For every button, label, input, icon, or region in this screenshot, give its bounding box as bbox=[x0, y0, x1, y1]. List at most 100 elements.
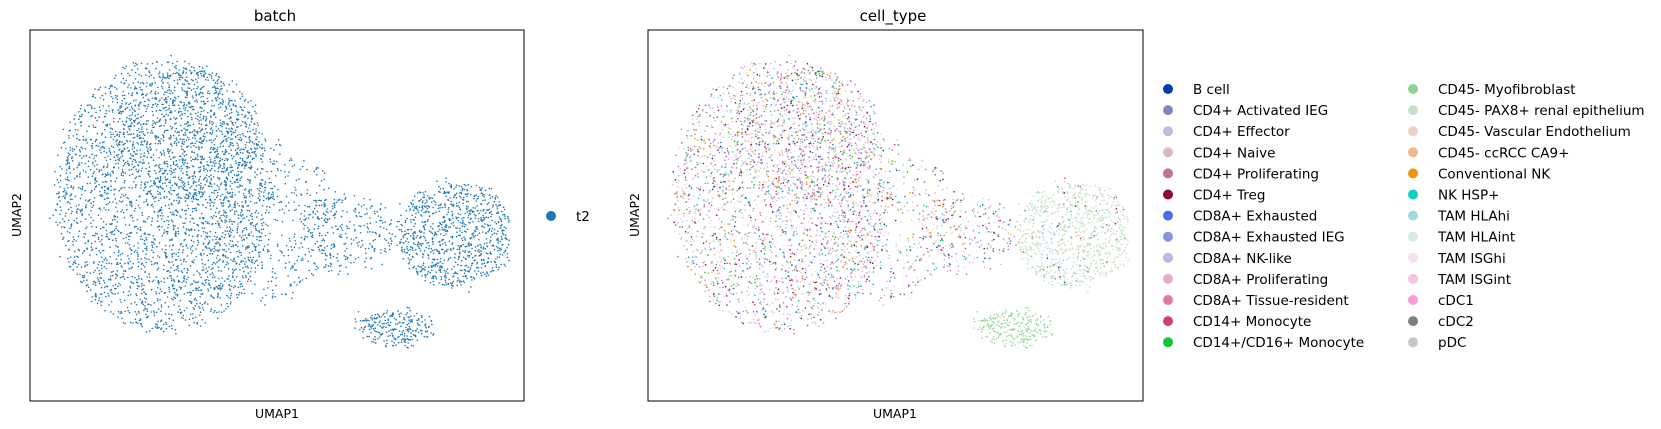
scatter-point bbox=[78, 163, 81, 166]
scatter-point bbox=[293, 192, 296, 194]
scatter-point bbox=[173, 227, 175, 229]
scatter-point bbox=[127, 92, 130, 95]
scatter-point bbox=[189, 214, 192, 217]
scatter-point bbox=[427, 254, 430, 257]
scatter-point bbox=[170, 128, 173, 130]
scatter-point bbox=[218, 238, 220, 241]
scatter-point bbox=[186, 167, 189, 169]
scatter-point bbox=[174, 140, 176, 143]
scatter-point bbox=[146, 142, 148, 144]
scatter-point bbox=[229, 195, 232, 198]
scatter-point bbox=[185, 193, 188, 196]
scatter-point bbox=[332, 214, 335, 217]
scatter-point bbox=[492, 244, 494, 247]
scatter-point bbox=[96, 119, 98, 122]
scatter-point bbox=[417, 245, 420, 248]
scatter-point bbox=[114, 159, 117, 162]
scatter-point bbox=[202, 135, 205, 137]
scatter-point bbox=[137, 164, 140, 167]
scatter-point bbox=[150, 130, 153, 132]
scatter-point bbox=[143, 291, 145, 293]
scatter-point bbox=[139, 195, 141, 197]
scatter-point bbox=[209, 169, 211, 172]
scatter-point bbox=[112, 109, 114, 111]
scatter-point bbox=[191, 245, 194, 247]
scatter-point bbox=[231, 138, 234, 140]
scatter-point bbox=[139, 103, 141, 105]
scatter-point bbox=[476, 228, 479, 230]
scatter-point bbox=[94, 269, 97, 272]
scatter-point bbox=[145, 110, 147, 113]
scatter-point bbox=[189, 69, 191, 72]
scatter-point bbox=[281, 221, 284, 223]
scatter-point bbox=[172, 244, 175, 246]
scatter-point bbox=[458, 195, 461, 198]
scatter-point bbox=[102, 261, 104, 263]
scatter-point bbox=[475, 200, 478, 202]
scatter-point bbox=[98, 282, 101, 285]
scatter-point bbox=[482, 214, 484, 217]
scatter-point bbox=[199, 274, 201, 276]
scatter-point bbox=[212, 148, 215, 151]
scatter-point bbox=[455, 205, 458, 207]
scatter-point bbox=[151, 97, 154, 99]
scatter-point bbox=[431, 250, 434, 252]
scatter-point bbox=[217, 292, 219, 295]
scatter-point bbox=[216, 150, 219, 153]
scatter-point bbox=[219, 183, 222, 186]
scatter-point bbox=[143, 182, 146, 185]
scatter-point bbox=[237, 166, 239, 169]
scatter-point bbox=[225, 150, 228, 153]
scatter-point bbox=[412, 330, 414, 332]
scatter-point bbox=[448, 191, 450, 194]
scatter-point bbox=[365, 208, 368, 210]
scatter-point bbox=[139, 318, 142, 320]
scatter-point bbox=[102, 105, 105, 107]
scatter-point bbox=[113, 151, 116, 153]
scatter-point bbox=[247, 117, 249, 120]
scatter-point bbox=[464, 275, 467, 277]
scatter-point bbox=[99, 240, 102, 243]
scatter-point bbox=[209, 202, 211, 205]
scatter-point bbox=[198, 122, 200, 125]
scatter-point bbox=[188, 62, 190, 65]
scatter-point bbox=[177, 95, 180, 98]
scatter-point bbox=[498, 201, 500, 203]
scatter-point bbox=[243, 239, 246, 241]
scatter-point bbox=[497, 242, 500, 244]
scatter-point bbox=[194, 78, 197, 81]
scatter-point bbox=[240, 138, 243, 140]
scatter-point bbox=[412, 242, 415, 244]
scatter-point bbox=[123, 94, 126, 96]
scatter-point bbox=[124, 262, 126, 265]
scatter-point bbox=[245, 261, 247, 263]
scatter-point bbox=[221, 93, 224, 96]
scatter-point bbox=[261, 222, 263, 225]
scatter-point bbox=[80, 104, 83, 107]
scatter-point bbox=[277, 188, 279, 191]
scatter-point bbox=[313, 228, 316, 230]
scatter-point bbox=[90, 190, 93, 192]
scatter-point bbox=[104, 257, 107, 259]
scatter-point bbox=[192, 97, 194, 99]
scatter-point bbox=[140, 184, 142, 186]
scatter-point bbox=[122, 165, 125, 167]
scatter-point bbox=[428, 211, 430, 213]
scatter-point bbox=[75, 145, 78, 148]
scatter-point bbox=[430, 201, 433, 203]
scatter-point bbox=[317, 225, 320, 228]
scatter-point bbox=[151, 124, 154, 127]
scatter-point bbox=[232, 169, 234, 172]
scatter-point bbox=[419, 243, 421, 245]
scatter-point bbox=[214, 198, 216, 201]
scatter-point bbox=[407, 322, 410, 325]
scatter-point bbox=[92, 161, 94, 164]
scatter-point bbox=[371, 324, 373, 327]
scatter-point bbox=[61, 226, 63, 228]
scatter-point bbox=[159, 177, 162, 180]
scatter-point bbox=[87, 165, 90, 168]
scatter-point bbox=[421, 329, 423, 332]
scatter-point bbox=[439, 243, 442, 246]
scatter-point bbox=[247, 101, 249, 103]
scatter-point bbox=[239, 214, 242, 216]
